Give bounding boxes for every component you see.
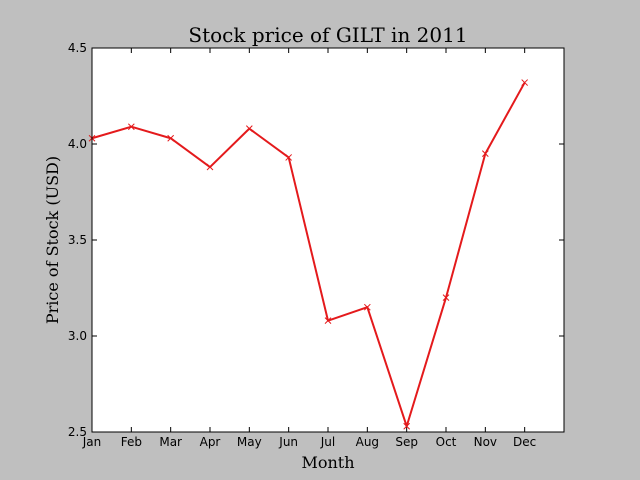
y-tick-label: 3.5 (68, 233, 87, 247)
x-tick-label: Dec (513, 435, 536, 449)
y-tick-label: 3.0 (68, 329, 87, 343)
data-point-marker (245, 125, 253, 132)
data-point-marker (167, 134, 175, 142)
x-axis-label: Month (301, 453, 354, 472)
y-tick-label: 4.5 (68, 41, 87, 55)
x-tick-label: Jul (320, 435, 335, 449)
data-point-marker (127, 123, 135, 131)
data-point-marker (442, 294, 450, 301)
x-tick-label: Aug (356, 435, 379, 449)
tick-labels: 2.5 3.0 3.5 4.0 4.5 Jan Feb Mar Apr May Jun Jul Aug S… (68, 41, 536, 449)
y-tick-label: 4.0 (68, 137, 87, 151)
x-tick-label: Jan (82, 435, 102, 449)
plot-frame (91, 47, 565, 433)
data-point-marker (481, 150, 489, 157)
plot-area (92, 48, 564, 432)
data-point-marker (363, 303, 371, 311)
x-tick-label: Apr (200, 435, 221, 449)
y-tick-label: 2.5 (68, 425, 87, 439)
data-point-marker (206, 163, 214, 171)
data-point-marker (521, 79, 529, 86)
x-tick-label: May (237, 435, 262, 449)
x-tick-label: Sep (395, 435, 418, 449)
data-point-marker (403, 422, 411, 430)
x-tick-label: Nov (474, 435, 497, 449)
chart-title: Stock price of GILT in 2011 (188, 23, 467, 47)
price-line (91, 82, 526, 428)
x-tick-label: Oct (436, 435, 457, 449)
y-axis-label: Price of Stock (USD) (43, 156, 62, 324)
x-tick-label: Feb (121, 435, 142, 449)
data-series (88, 79, 529, 430)
x-tick-label: Mar (159, 435, 182, 449)
data-point-marker (324, 317, 332, 324)
data-point-marker (285, 154, 293, 161)
x-tick-label: Jun (278, 435, 298, 449)
